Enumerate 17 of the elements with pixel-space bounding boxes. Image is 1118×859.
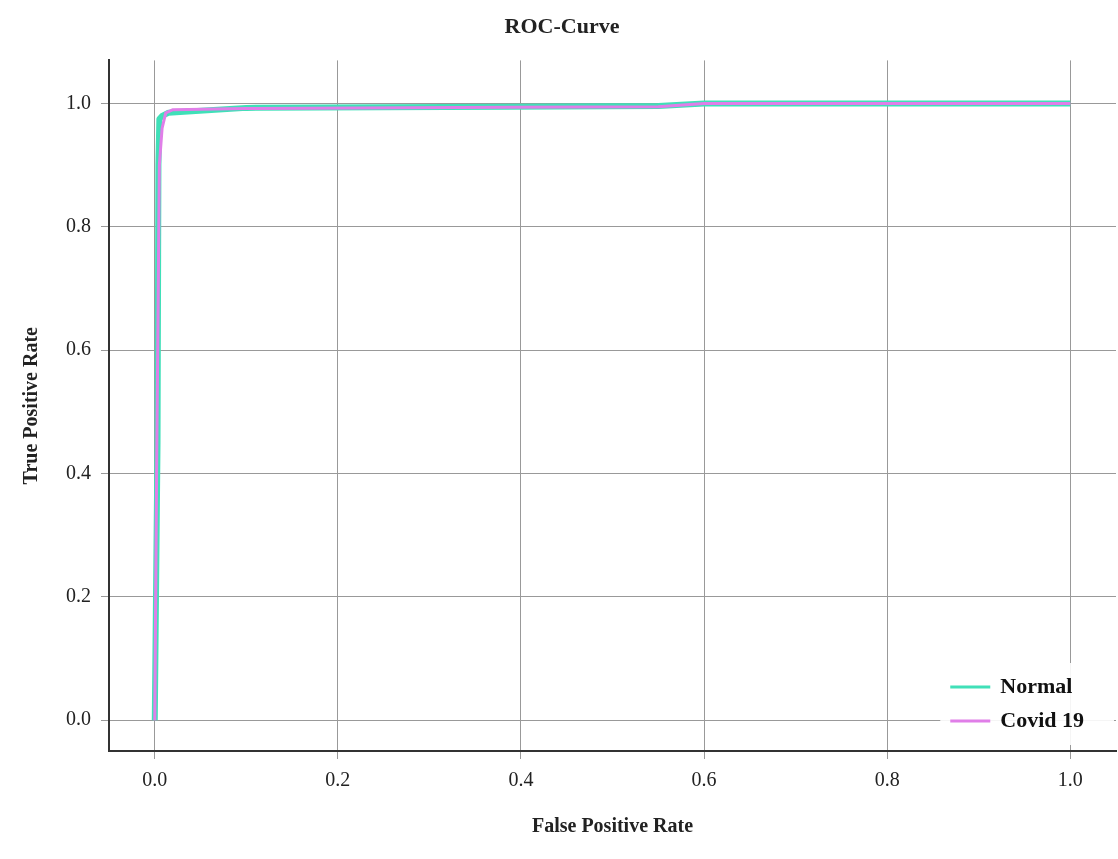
- x-tick-label: 0.4: [508, 768, 534, 791]
- legend-label: Normal: [1000, 672, 1073, 698]
- y-tick-label: 0.8: [66, 214, 91, 237]
- y-tick-label: 0.6: [66, 337, 91, 360]
- y-axis-title: True Positive Rate: [19, 326, 42, 485]
- x-tick-label: 0.2: [325, 768, 351, 791]
- y-tick-label: 0.2: [66, 584, 91, 607]
- x-tick-label: 1.0: [1057, 768, 1083, 791]
- legend-label: Covid 19: [1000, 706, 1085, 732]
- x-tick-label: 0.0: [142, 768, 168, 791]
- y-tick-label: 1.0: [66, 90, 91, 113]
- x-tick-label: 0.8: [874, 768, 900, 791]
- chart-title: ROC-Curve: [504, 12, 620, 38]
- x-tick-label: 0.6: [691, 768, 717, 791]
- y-tick-label: 0.4: [66, 460, 91, 483]
- x-axis-title: False Positive Rate: [531, 814, 694, 837]
- y-tick-label: 0.0: [66, 707, 91, 730]
